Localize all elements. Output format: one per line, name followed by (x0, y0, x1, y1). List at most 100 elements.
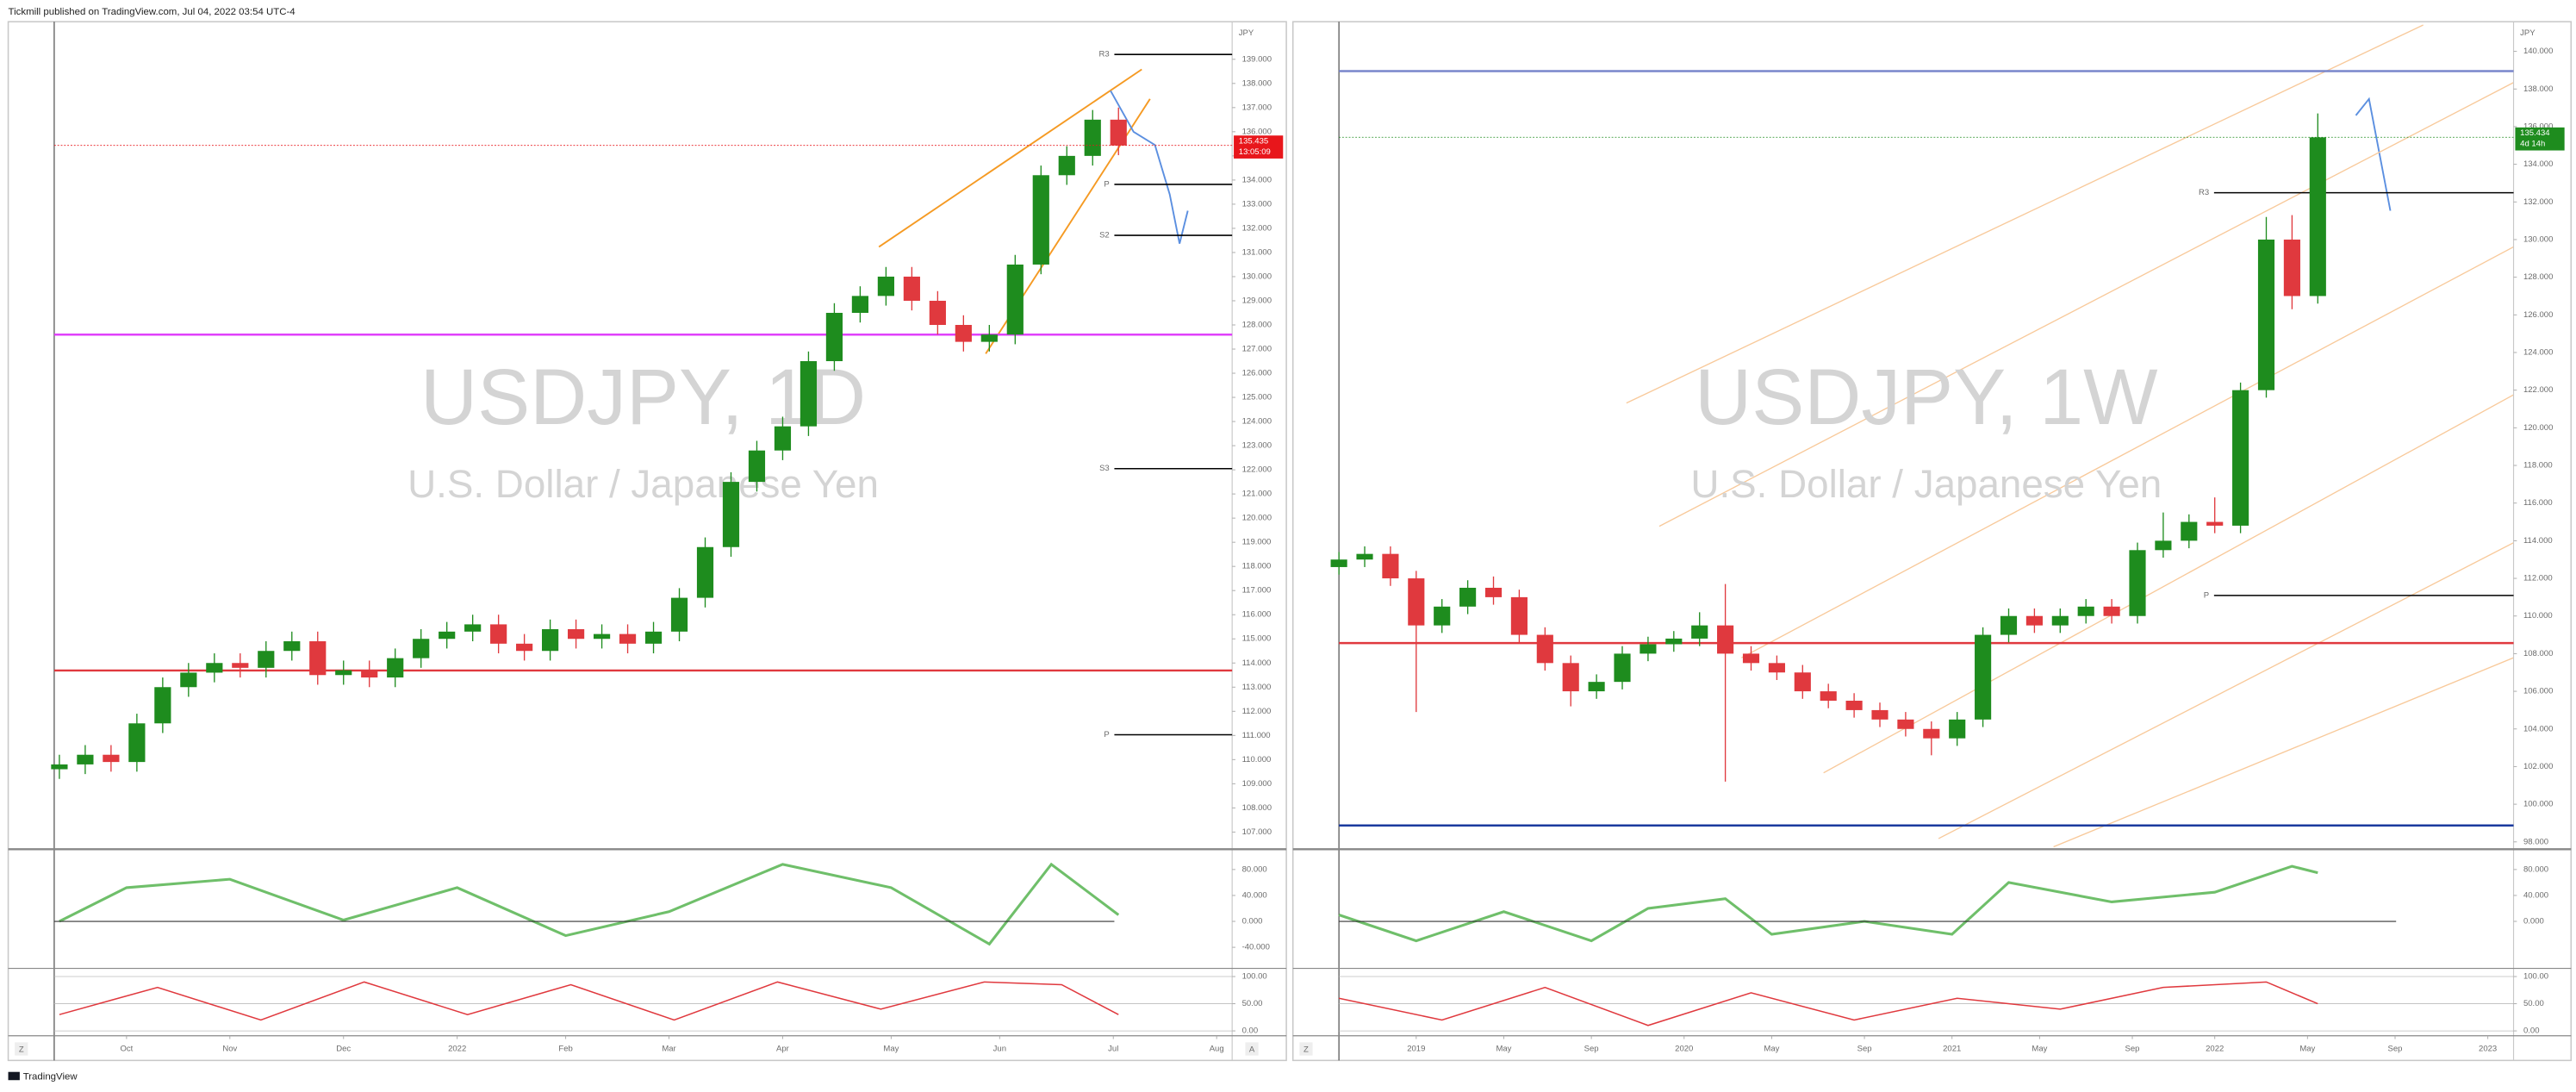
rsi-line (59, 862, 1120, 946)
x-tick-label: Dec (336, 1045, 351, 1054)
osc-tick-label: 40.000 (2523, 890, 2548, 900)
candle-body (1871, 709, 1888, 720)
osc-tick-label: 40.000 (1242, 890, 1267, 900)
panel-frame (1291, 21, 2573, 1062)
watermark-subtitle: U.S. Dollar / Japanese Yen (408, 462, 879, 506)
y-tick-label: 110.000 (2523, 611, 2553, 621)
x-tick-label: May (883, 1045, 899, 1054)
candle-body (1691, 625, 1708, 639)
y-tick-label: 112.000 (2523, 574, 2553, 583)
candle-body (851, 296, 869, 313)
candle-body (903, 276, 920, 301)
scale-button-label[interactable]: Z (19, 1045, 24, 1054)
osc-tick-label: 100.00 (2523, 972, 2548, 982)
level-label: P (1104, 730, 1109, 739)
candle-body (542, 629, 559, 652)
x-tick-label: 2020 (1675, 1045, 1693, 1054)
level-label: R3 (1099, 50, 1110, 59)
x-tick-label: May (1764, 1045, 1779, 1054)
osc-tick-label: 0.00 (1242, 1026, 1259, 1036)
candle-body (1032, 175, 1049, 265)
candle-body (51, 764, 68, 770)
y-tick-label: 107.000 (1242, 827, 1272, 837)
candle-body (800, 361, 818, 427)
x-tick-label: Sep (1857, 1045, 1872, 1054)
last-price-box (2515, 127, 2565, 151)
candle-body (644, 631, 663, 644)
y-tick-label: 117.000 (1242, 586, 1272, 596)
level-label: P (2204, 590, 2209, 600)
candle-body (1923, 728, 1940, 739)
y-tick-label: 104.000 (2523, 724, 2553, 733)
currency-label: JPY (2520, 28, 2536, 38)
candle-body (1949, 719, 1966, 739)
candle-body (206, 663, 223, 673)
candle-body (258, 651, 275, 668)
candle-body (180, 672, 197, 688)
candle-body (232, 663, 249, 668)
candle-body (1536, 634, 1553, 664)
y-tick-label: 112.000 (1242, 707, 1272, 716)
y-tick-label: 100.000 (2523, 800, 2553, 809)
osc-tick-label: 80.000 (1242, 864, 1267, 874)
y-tick-label: 126.000 (1242, 369, 1272, 378)
y-tick-label: 116.000 (1242, 610, 1272, 620)
scale-button-label[interactable]: A (1249, 1045, 1255, 1054)
scale-button-label[interactable]: Z (1304, 1045, 1309, 1054)
candle-body (1459, 587, 1477, 607)
header: Tickmill published on TradingView.com, J… (9, 7, 296, 17)
candle-body (722, 482, 740, 547)
candle-body (1330, 559, 1347, 567)
candle-body (1408, 578, 1425, 626)
x-tick-label: Nov (222, 1045, 237, 1054)
scale-button[interactable] (15, 1042, 28, 1056)
osc-tick-label: 0.000 (2523, 917, 2544, 927)
y-tick-label: 134.000 (1242, 175, 1272, 184)
candle-body (77, 754, 94, 764)
candle-body (1614, 653, 1631, 683)
candle-body (696, 546, 714, 598)
candle-body (439, 631, 456, 640)
candle-body (1562, 663, 1579, 692)
candle-body (619, 633, 637, 644)
currency-label: JPY (1239, 28, 1254, 38)
y-tick-label: 131.000 (1242, 247, 1272, 257)
candle-body (567, 629, 585, 640)
osc-tick-label: 50.00 (2523, 999, 2544, 1008)
candle-body (774, 426, 792, 451)
level-label: P (1104, 179, 1109, 189)
y-tick-label: 98.000 (2523, 837, 2548, 846)
candle-body (1897, 719, 1914, 729)
x-tick-label: Apr (776, 1045, 790, 1054)
logo (8, 1071, 20, 1081)
candle-body (2103, 606, 2120, 616)
candle-body (877, 276, 894, 296)
x-tick-label: 2021 (1943, 1045, 1961, 1054)
x-tick-label: 2019 (1407, 1045, 1425, 1054)
candle-body (283, 641, 301, 652)
countdown-label: 4d 14h (2520, 139, 2545, 148)
y-tick-label: 138.000 (2523, 84, 2553, 94)
candle-body (1588, 682, 1605, 692)
candle-body (2206, 521, 2224, 526)
stoch-line (59, 981, 1119, 1021)
candle-body (929, 300, 946, 325)
y-tick-label: 120.000 (1242, 514, 1272, 523)
candle-body (1110, 119, 1127, 146)
level-label: S3 (1099, 464, 1110, 473)
candle-body (2129, 550, 2146, 616)
scale-button[interactable] (1299, 1042, 1313, 1056)
x-tick-label: 2022 (448, 1045, 466, 1054)
scale-button[interactable] (1245, 1042, 1259, 1056)
candle-body (309, 641, 327, 676)
y-tick-label: 120.000 (2523, 423, 2553, 433)
candle-body (1665, 638, 1683, 645)
y-tick-label: 124.000 (1242, 417, 1272, 427)
y-tick-label: 108.000 (2523, 649, 2553, 658)
candle-body (387, 658, 404, 678)
x-tick-label: 2022 (2206, 1045, 2224, 1054)
candle-body (2025, 615, 2043, 626)
watermark-subtitle: U.S. Dollar / Japanese Yen (1690, 462, 2162, 506)
